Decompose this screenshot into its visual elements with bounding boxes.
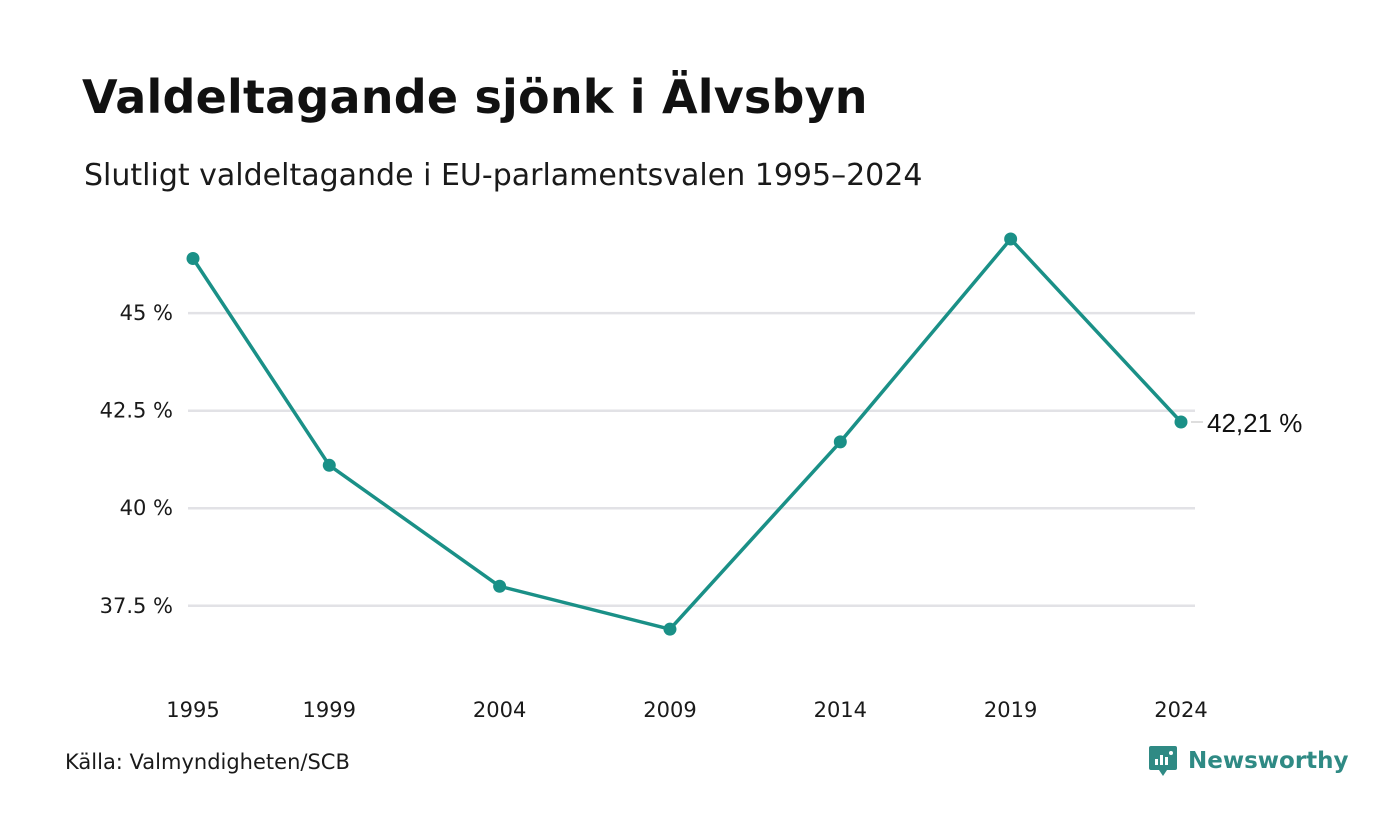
x-tick-label: 2019 (984, 698, 1037, 722)
x-tick-label: 2004 (473, 698, 526, 722)
data-point (663, 622, 677, 636)
y-axis-tick-labels: 37.5 % 40 % 42.5 % 45 % (100, 301, 173, 618)
data-point (833, 435, 847, 449)
newsworthy-logo-icon (1149, 746, 1177, 776)
series-line (191, 237, 1183, 631)
data-series (191, 237, 1183, 631)
brand-name: Newsworthy (1188, 748, 1349, 774)
gridlines (188, 311, 1195, 608)
x-tick-label: 1995 (166, 698, 219, 722)
data-point (493, 579, 507, 593)
x-tick-label: 2009 (643, 698, 696, 722)
x-tick-label: 2014 (814, 698, 867, 722)
last-value-label: 42,21 % (1207, 408, 1302, 438)
y-tick-label: 37.5 % (100, 594, 173, 618)
y-tick-label: 42.5 % (100, 399, 173, 423)
data-labels: 42,21 % (1191, 408, 1302, 438)
x-axis-tick-labels: 1995 1999 2004 2009 2014 2019 2024 (166, 698, 1207, 722)
data-point (1174, 415, 1188, 429)
y-tick-label: 40 % (120, 496, 173, 520)
source-note: Källa: Valmyndigheten/SCB (65, 750, 350, 774)
x-tick-label: 2024 (1154, 698, 1207, 722)
data-point (186, 252, 200, 266)
data-point (322, 458, 336, 472)
y-tick-label: 45 % (120, 301, 173, 325)
data-point (1004, 232, 1018, 246)
chart-title: Valdeltagande sjönk i Älvsbyn (82, 70, 868, 124)
data-points (186, 232, 1188, 636)
chart-subtitle: Slutligt valdeltagande i EU-parlamentsva… (84, 158, 923, 193)
brand-logo: Newsworthy (1148, 744, 1349, 778)
x-tick-label: 1999 (303, 698, 356, 722)
